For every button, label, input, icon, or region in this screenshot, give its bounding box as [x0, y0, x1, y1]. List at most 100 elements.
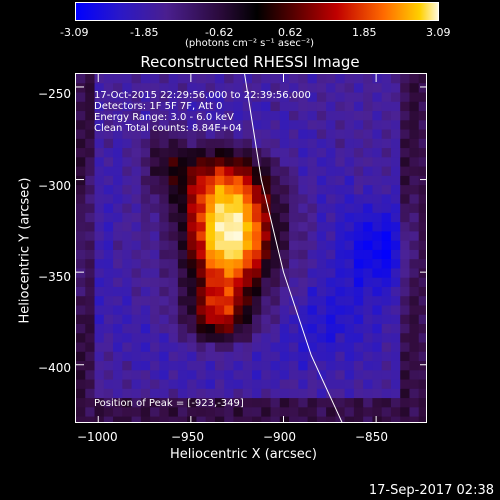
heatmap-pixel — [289, 101, 299, 112]
heatmap-pixel — [400, 305, 411, 316]
heatmap-pixel — [344, 157, 355, 168]
heatmap-pixel — [390, 138, 401, 149]
heatmap-pixel — [150, 277, 160, 288]
heatmap-pixel — [113, 194, 123, 205]
heatmap-pixel — [131, 148, 142, 158]
heatmap-pixel — [289, 194, 299, 205]
heatmap-pixel — [242, 92, 253, 103]
heatmap-pixel — [363, 157, 374, 168]
heatmap-pixel — [103, 324, 114, 334]
heatmap-pixel — [363, 101, 374, 112]
heatmap-pixel — [270, 138, 281, 149]
heatmap-pixel — [187, 324, 198, 334]
heatmap-pixel — [353, 111, 364, 121]
heatmap-image — [76, 74, 426, 422]
heatmap-pixel — [205, 259, 216, 270]
heatmap-pixel — [409, 212, 420, 223]
heatmap-pixel — [113, 314, 123, 325]
heatmap-pixel — [316, 314, 327, 325]
heatmap-pixel — [372, 203, 383, 214]
heatmap-pixel — [418, 231, 426, 242]
heatmap-pixel — [103, 148, 114, 158]
heatmap-pixel — [353, 296, 364, 307]
heatmap-pixel — [353, 370, 364, 381]
heatmap-pixel — [418, 249, 426, 260]
heatmap-pixel — [205, 74, 216, 84]
heatmap-pixel — [205, 286, 216, 297]
heatmap-pixel — [335, 120, 346, 131]
heatmap-pixel — [252, 74, 262, 84]
heatmap-pixel — [307, 101, 318, 112]
heatmap-pixel — [94, 370, 105, 381]
heatmap-pixel — [289, 111, 299, 121]
heatmap-pixel — [103, 398, 114, 408]
heatmap-pixel — [94, 166, 105, 177]
heatmap-pixel — [418, 74, 426, 84]
heatmap-pixel — [140, 231, 151, 242]
heatmap-pixel — [335, 175, 346, 186]
heatmap-pixel — [252, 111, 262, 121]
heatmap-pixel — [159, 120, 170, 131]
heatmap-pixel — [353, 222, 364, 233]
heatmap-pixel — [224, 129, 235, 140]
heatmap-pixel — [214, 222, 225, 233]
heatmap-pixel — [103, 361, 114, 371]
heatmap-pixel — [307, 194, 318, 205]
heatmap-pixel — [289, 83, 299, 94]
heatmap-pixel — [363, 212, 374, 223]
heatmap-pixel — [418, 370, 426, 381]
heatmap-pixel — [131, 129, 142, 140]
heatmap-pixel — [390, 407, 401, 418]
heatmap-pixel — [122, 305, 133, 316]
heatmap-pixel — [307, 379, 318, 390]
heatmap-pixel — [168, 185, 179, 195]
heatmap-pixel — [261, 324, 272, 334]
heatmap-pixel — [113, 120, 123, 131]
heatmap-pixel — [224, 379, 235, 390]
heatmap-pixel — [326, 240, 336, 251]
heatmap-pixel — [261, 92, 272, 103]
heatmap-pixel — [159, 268, 170, 279]
heatmap-pixel — [326, 157, 336, 168]
heatmap-pixel — [353, 324, 364, 334]
heatmap-pixel — [196, 175, 207, 186]
heatmap-pixel — [150, 166, 160, 177]
heatmap-pixel — [113, 111, 123, 121]
heatmap-pixel — [289, 277, 299, 288]
heatmap-pixel — [298, 240, 309, 251]
heatmap-pixel — [177, 416, 188, 422]
heatmap-pixel — [316, 286, 327, 297]
heatmap-pixel — [390, 185, 401, 195]
heatmap-pixel — [409, 333, 420, 344]
heatmap-pixel — [196, 240, 207, 251]
heatmap-pixel — [335, 305, 346, 316]
heatmap-pixel — [205, 222, 216, 233]
heatmap-pixel — [363, 166, 374, 177]
heatmap-pixel — [289, 305, 299, 316]
heatmap-pixel — [363, 240, 374, 251]
heatmap-pixel — [316, 240, 327, 251]
heatmap-pixel — [326, 342, 336, 353]
heatmap-pixel — [279, 101, 290, 112]
heatmap-pixel — [418, 407, 426, 418]
heatmap-pixel — [196, 342, 207, 353]
x-tick-label: −1000 — [77, 430, 118, 444]
heatmap-pixel — [131, 157, 142, 168]
heatmap-pixel — [279, 111, 290, 121]
heatmap-pixel — [224, 240, 235, 251]
heatmap-pixel — [177, 351, 188, 362]
heatmap-pixel — [372, 342, 383, 353]
heatmap-pixel — [168, 296, 179, 307]
heatmap-pixel — [113, 416, 123, 422]
heatmap-pixel — [409, 101, 420, 112]
heatmap-pixel — [326, 277, 336, 288]
heatmap-pixel — [316, 101, 327, 112]
heatmap-pixel — [381, 370, 392, 381]
heatmap-pixel — [279, 129, 290, 140]
heatmap-pixel — [131, 416, 142, 422]
heatmap-pixel — [279, 175, 290, 186]
heatmap-pixel — [177, 388, 188, 399]
heatmap-pixel — [344, 416, 355, 422]
heatmap-pixel — [168, 203, 179, 214]
heatmap-pixel — [418, 379, 426, 390]
